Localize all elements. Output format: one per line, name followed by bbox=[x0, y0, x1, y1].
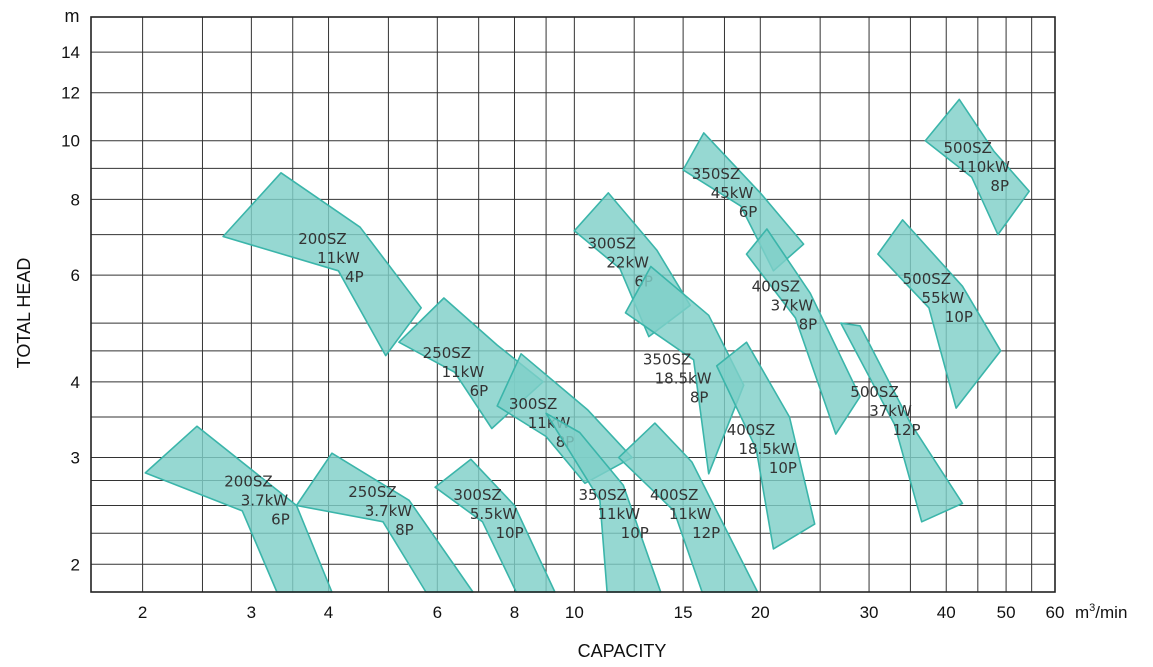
pump-region-label: 10P bbox=[945, 308, 973, 326]
x-axis-title: CAPACITY bbox=[578, 641, 667, 661]
y-tick-labels: 2 3 4 6 8 10 12 14 bbox=[61, 43, 80, 574]
pump-region-label: 250SZ bbox=[348, 483, 396, 501]
x-tick-label: 8 bbox=[510, 603, 519, 622]
pump-region-label: 400SZ bbox=[650, 486, 698, 504]
x-tick-label: 30 bbox=[860, 603, 879, 622]
pump-region-label: 500SZ bbox=[944, 139, 992, 157]
x-tick-label: 2 bbox=[138, 603, 147, 622]
pump-region-label: 8P bbox=[395, 521, 414, 539]
pump-region-label: 6P bbox=[470, 382, 489, 400]
pump-region-label: 300SZ bbox=[587, 234, 635, 252]
pump-region-label: 400SZ bbox=[752, 277, 800, 295]
pump-region-label: 200SZ bbox=[224, 472, 272, 490]
pump-region-label: 5.5kW bbox=[470, 505, 518, 523]
pump-region-label: 3.7kW bbox=[365, 502, 413, 520]
pump-region-label: 300SZ bbox=[453, 486, 501, 504]
pump-region-shape bbox=[839, 322, 964, 523]
x-tick-label: 3 bbox=[247, 603, 256, 622]
pump-region-label: 55kW bbox=[922, 289, 965, 307]
pump-region-label: 10P bbox=[621, 524, 649, 542]
pump-region-label: 250SZ bbox=[423, 344, 471, 362]
pump-regions: 200SZ3.7kW6P250SZ3.7kW8P300SZ5.5kW10P200… bbox=[144, 98, 1030, 593]
y-tick-label: 6 bbox=[71, 266, 80, 285]
pump-region-label: 22kW bbox=[606, 253, 649, 271]
y-tick-label: 12 bbox=[61, 84, 80, 103]
x-unit-label: m3/min bbox=[1075, 602, 1127, 622]
pump-region-label: 500SZ bbox=[903, 270, 951, 288]
y-tick-label: 2 bbox=[71, 555, 80, 574]
x-tick-label: 20 bbox=[751, 603, 770, 622]
x-tick-label: 40 bbox=[937, 603, 956, 622]
y-tick-label: 14 bbox=[61, 43, 80, 62]
pump-region-label: 11kW bbox=[317, 249, 360, 267]
pump-region-shape bbox=[877, 219, 1002, 409]
pump-region-label: 18.5kW bbox=[655, 370, 712, 388]
pump-region-label: 4P bbox=[345, 268, 364, 286]
pump-region-shape bbox=[715, 341, 816, 550]
y-tick-label: 3 bbox=[71, 449, 80, 468]
y-tick-label: 4 bbox=[71, 373, 80, 392]
grid-lines bbox=[91, 17, 1055, 592]
pump-region-label: 400SZ bbox=[727, 421, 775, 439]
pump-region-label: 11kW bbox=[442, 363, 485, 381]
pump-region-shape bbox=[924, 98, 1030, 236]
pump-region-label: 350SZ bbox=[579, 486, 627, 504]
pump-region-label: 12P bbox=[892, 421, 920, 439]
pump-region-shape bbox=[682, 132, 805, 272]
pump-region-label: 10P bbox=[496, 524, 524, 542]
pump-region-label: 37kW bbox=[869, 402, 912, 420]
pump-region-label: 45kW bbox=[711, 184, 754, 202]
pump-region-label: 8P bbox=[990, 177, 1009, 195]
pump-region-label: 18.5kW bbox=[738, 440, 795, 458]
pump-region-shape bbox=[222, 172, 423, 357]
y-unit-label: m bbox=[65, 6, 80, 26]
pump-region-label: 11kW bbox=[669, 505, 712, 523]
pump-region-label: 500SZ bbox=[850, 383, 898, 401]
pump-region-label: 3.7kW bbox=[241, 491, 289, 509]
pump-region-label: 8P bbox=[690, 389, 709, 407]
pump-region-label: 11kW bbox=[597, 505, 640, 523]
x-tick-labels: 2 3 4 6 8 10 15 20 30 40 50 60 bbox=[138, 603, 1065, 622]
pump-region-label: 6P bbox=[271, 510, 290, 528]
x-tick-label: 15 bbox=[674, 603, 693, 622]
pump-region-label: 12P bbox=[692, 524, 720, 542]
pump-region-label: 350SZ bbox=[643, 351, 691, 369]
pump-region-label: 110kW bbox=[958, 158, 1010, 176]
pump-region-label: 200SZ bbox=[298, 230, 346, 248]
y-tick-label: 8 bbox=[71, 190, 80, 209]
x-tick-label: 6 bbox=[433, 603, 442, 622]
pump-region-label: 350SZ bbox=[692, 165, 740, 183]
pump-region-label: 10P bbox=[769, 459, 797, 477]
y-tick-label: 10 bbox=[61, 132, 80, 151]
y-axis-title: TOTAL HEAD bbox=[14, 258, 34, 369]
pump-region-label: 6P bbox=[739, 203, 758, 221]
x-tick-label: 10 bbox=[565, 603, 584, 622]
pump-region-shape bbox=[745, 228, 861, 435]
x-tick-label: 60 bbox=[1046, 603, 1065, 622]
pump-region-label: 37kW bbox=[771, 296, 814, 314]
x-tick-label: 4 bbox=[324, 603, 333, 622]
x-tick-label: 50 bbox=[997, 603, 1016, 622]
pump-region-label: 8P bbox=[799, 315, 818, 333]
plot-frame bbox=[90, 16, 1056, 593]
pump-region-label: 300SZ bbox=[509, 395, 557, 413]
